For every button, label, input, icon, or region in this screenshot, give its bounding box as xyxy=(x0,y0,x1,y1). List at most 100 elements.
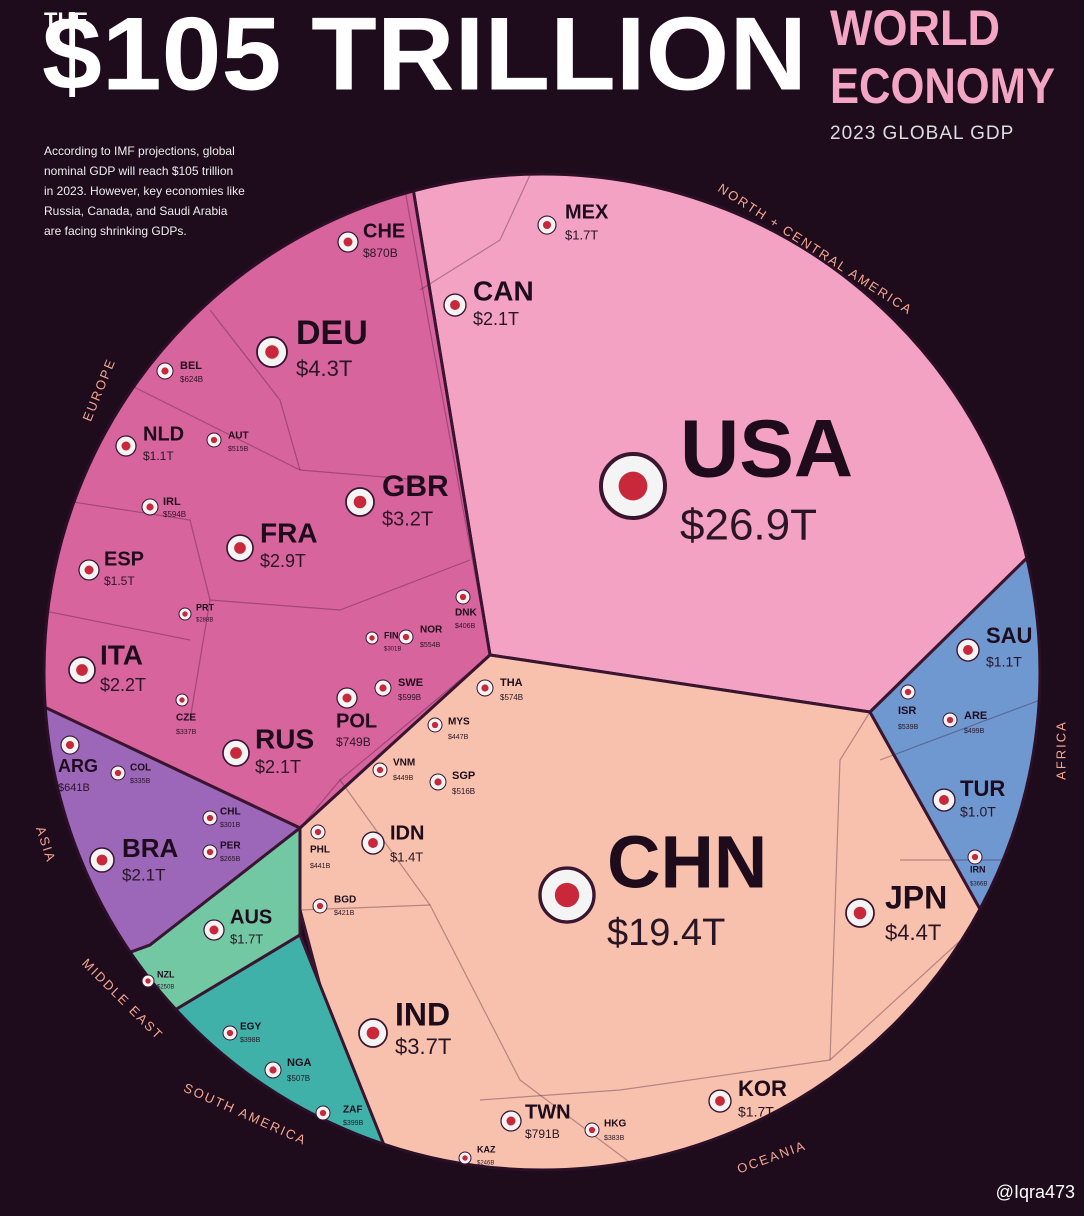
country-gdp: $1.7T xyxy=(230,931,263,946)
country-gdp: $406B xyxy=(455,623,476,630)
flag-center xyxy=(179,697,185,703)
country-code: GBR xyxy=(382,470,449,503)
country-code: DNK xyxy=(455,608,477,619)
flag-center xyxy=(145,978,151,984)
country-code: BEL xyxy=(180,360,202,372)
country-gdp: $791B xyxy=(525,1127,560,1141)
flag-center xyxy=(161,367,169,375)
country-gdp: $554B xyxy=(420,642,441,649)
country-code: IDN xyxy=(390,822,424,844)
country-code: CZE xyxy=(176,713,196,724)
country-code: POL xyxy=(336,710,377,732)
country-gdp: $1.0T xyxy=(960,804,996,820)
country-code: MYS xyxy=(448,717,470,728)
flag-center xyxy=(462,1155,468,1161)
country-gdp: $749B xyxy=(336,735,371,749)
country-gdp: $599B xyxy=(398,693,421,702)
country-gdp: $507B xyxy=(287,1074,310,1083)
country-code: SWE xyxy=(398,677,423,689)
country-code: BGD xyxy=(334,895,356,906)
flag-center xyxy=(402,633,410,641)
country-gdp: $447B xyxy=(448,734,469,741)
country-code: VNM xyxy=(393,758,415,769)
cell-border xyxy=(479,1059,831,1101)
flag-center xyxy=(506,1116,516,1126)
flag-center xyxy=(121,441,131,451)
side-title: WORLD xyxy=(830,0,1000,56)
description-line: in 2023. However, key economies like xyxy=(44,184,245,198)
flag-center xyxy=(554,882,580,908)
country-code: SAU xyxy=(986,623,1032,648)
circle-outline xyxy=(42,172,1042,1172)
country-gdp: $421B xyxy=(334,910,355,917)
cell-border xyxy=(829,711,871,1061)
country-gdp: $4.4T xyxy=(885,920,941,945)
country-gdp: $1.5T xyxy=(104,574,135,588)
country-code: IRL xyxy=(163,496,181,508)
flag-center xyxy=(316,902,324,910)
flag-center xyxy=(76,664,88,676)
country-code: ARE xyxy=(964,710,987,722)
flag-center xyxy=(379,684,387,692)
country-code: NZL xyxy=(157,969,175,979)
country-gdp: $2.9T xyxy=(260,551,306,571)
country-gdp: $1.1T xyxy=(986,654,1022,670)
country-code: AUS xyxy=(230,906,272,928)
region-area xyxy=(868,517,1040,942)
flag-center xyxy=(146,503,154,511)
flag-center xyxy=(269,1066,277,1074)
flag-center xyxy=(963,645,973,655)
country-gdp: $1.1T xyxy=(143,449,174,463)
country-code: BRA xyxy=(122,833,179,863)
cell-border xyxy=(299,904,641,1170)
flag-center xyxy=(319,1109,327,1117)
country-gdp: $246B xyxy=(477,1161,494,1167)
country-code: IRN xyxy=(970,864,986,874)
credit: @Iqra473 xyxy=(996,1182,1075,1202)
country-gdp: $870B xyxy=(363,246,398,260)
country-code: AUT xyxy=(228,431,249,442)
country-code: USA xyxy=(680,404,853,495)
country-code: KAZ xyxy=(477,1144,496,1154)
flag-center xyxy=(542,220,552,230)
country-gdp: $301B xyxy=(220,822,241,829)
country-gdp: $366B xyxy=(970,882,987,888)
flag-center xyxy=(65,740,75,750)
flag-center xyxy=(939,795,949,805)
country-code: EGY xyxy=(240,1022,261,1033)
flag-center xyxy=(84,565,94,575)
country-code: MEX xyxy=(565,201,609,223)
country-gdp: $3.2T xyxy=(382,508,433,530)
country-code: SGP xyxy=(452,770,475,782)
country-code: JPN xyxy=(885,879,947,915)
country-gdp: $2.1T xyxy=(473,309,519,329)
cell-border xyxy=(339,654,491,781)
country-gdp: $2.1T xyxy=(255,757,301,777)
pretitle: THE xyxy=(44,8,88,33)
country-code: RUS xyxy=(255,723,314,754)
country-gdp: $539B xyxy=(898,724,919,731)
country-gdp: $301B xyxy=(384,647,401,653)
country-gdp: $4.3T xyxy=(296,356,352,381)
cell-border xyxy=(189,599,211,721)
country-gdp: $449B xyxy=(393,775,414,782)
country-gdp: $641B xyxy=(58,782,90,794)
flag-center xyxy=(904,688,912,696)
country-gdp: $499B xyxy=(964,728,985,735)
country-gdp: $2.2T xyxy=(100,675,146,695)
country-code: CHL xyxy=(220,807,241,818)
country-code: COL xyxy=(130,763,151,774)
cell-border xyxy=(209,559,471,611)
country-gdp: $515B xyxy=(228,446,249,453)
flag-center xyxy=(209,925,219,935)
country-code: CHN xyxy=(607,821,767,904)
flag-center xyxy=(230,747,242,759)
country-code: NGA xyxy=(287,1057,312,1069)
cell-border xyxy=(119,379,301,471)
country-code: CHE xyxy=(363,220,405,242)
country-code: TWN xyxy=(525,1101,571,1123)
flag-center xyxy=(715,1096,725,1106)
cell-border xyxy=(299,469,421,481)
flag-center xyxy=(210,436,218,444)
country-code: THA xyxy=(500,677,523,689)
